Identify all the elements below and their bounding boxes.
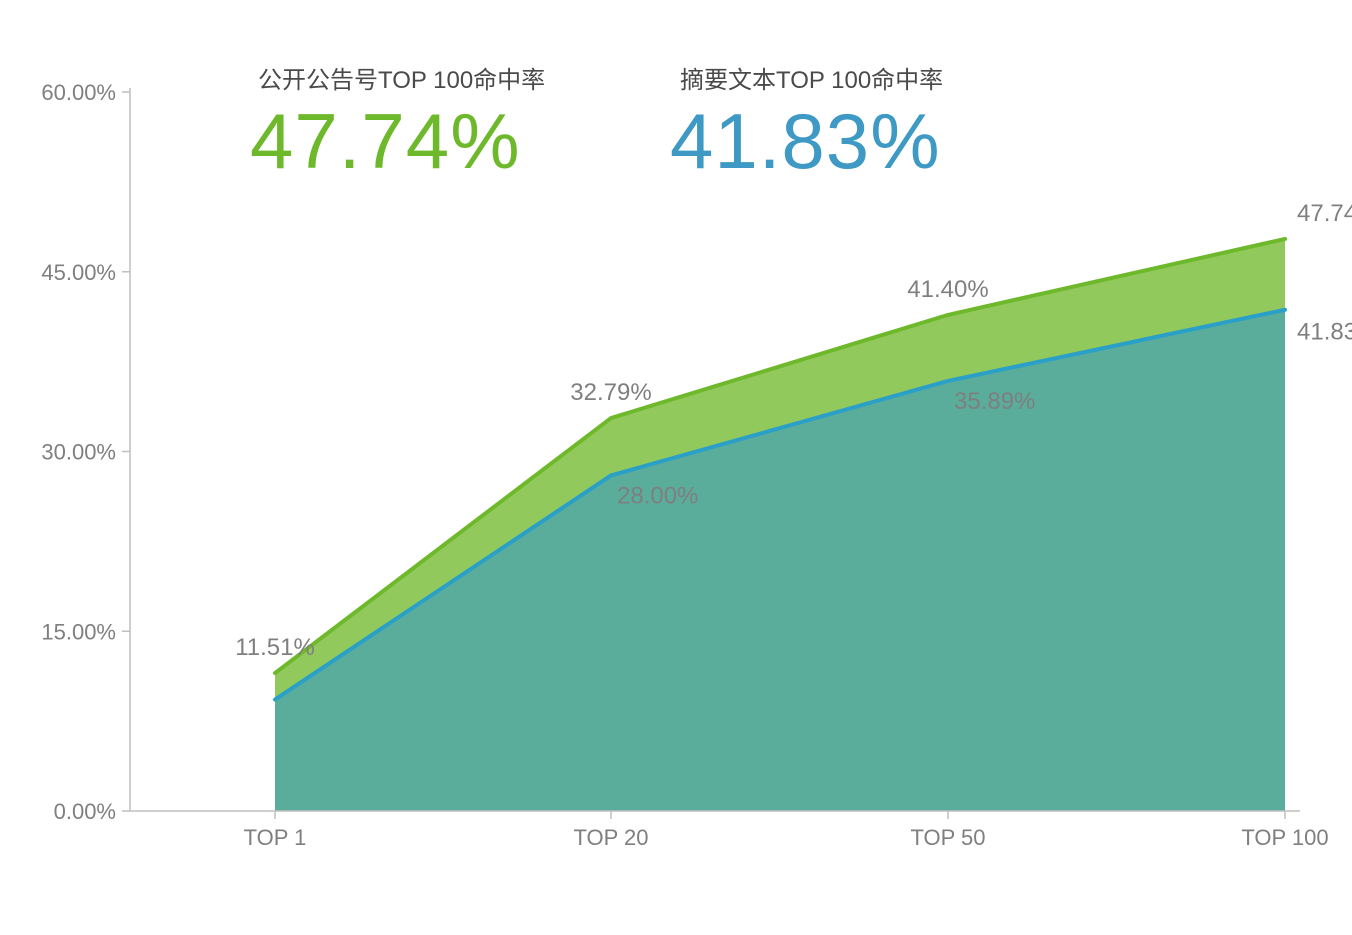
data-label-blue: 41.83% bbox=[1297, 319, 1352, 346]
data-label-green: 41.40% bbox=[907, 276, 988, 303]
data-label-green: 32.79% bbox=[570, 379, 651, 406]
x-tick-label: TOP 1 bbox=[244, 825, 307, 850]
y-tick-label: 15.00% bbox=[41, 619, 116, 644]
data-label-blue: 28.00% bbox=[617, 482, 698, 509]
y-tick-label: 45.00% bbox=[41, 260, 116, 285]
headline-green-value: 47.74% bbox=[250, 96, 521, 187]
x-tick-label: TOP 50 bbox=[910, 825, 985, 850]
y-tick-label: 30.00% bbox=[41, 440, 116, 465]
headline-blue-value: 41.83% bbox=[670, 96, 941, 187]
chart-container: 0.00% 15.00% 30.00% 45.00% 60.00% TOP 1 TOP 20… bbox=[0, 0, 1352, 935]
y-tick-label: 60.00% bbox=[41, 80, 116, 105]
data-label-green: 11.51% bbox=[235, 634, 315, 661]
data-label-blue: 35.89% bbox=[954, 388, 1035, 415]
x-tick-label: TOP 20 bbox=[573, 825, 648, 850]
x-tick-label: TOP 100 bbox=[1241, 825, 1328, 850]
headline-green-title: 公开公告号TOP 100命中率 bbox=[258, 60, 545, 95]
headline-blue-title: 摘要文本TOP 100命中率 bbox=[680, 60, 943, 95]
y-tick-label: 0.00% bbox=[54, 799, 116, 824]
data-label-green: 47.74% bbox=[1297, 200, 1352, 227]
